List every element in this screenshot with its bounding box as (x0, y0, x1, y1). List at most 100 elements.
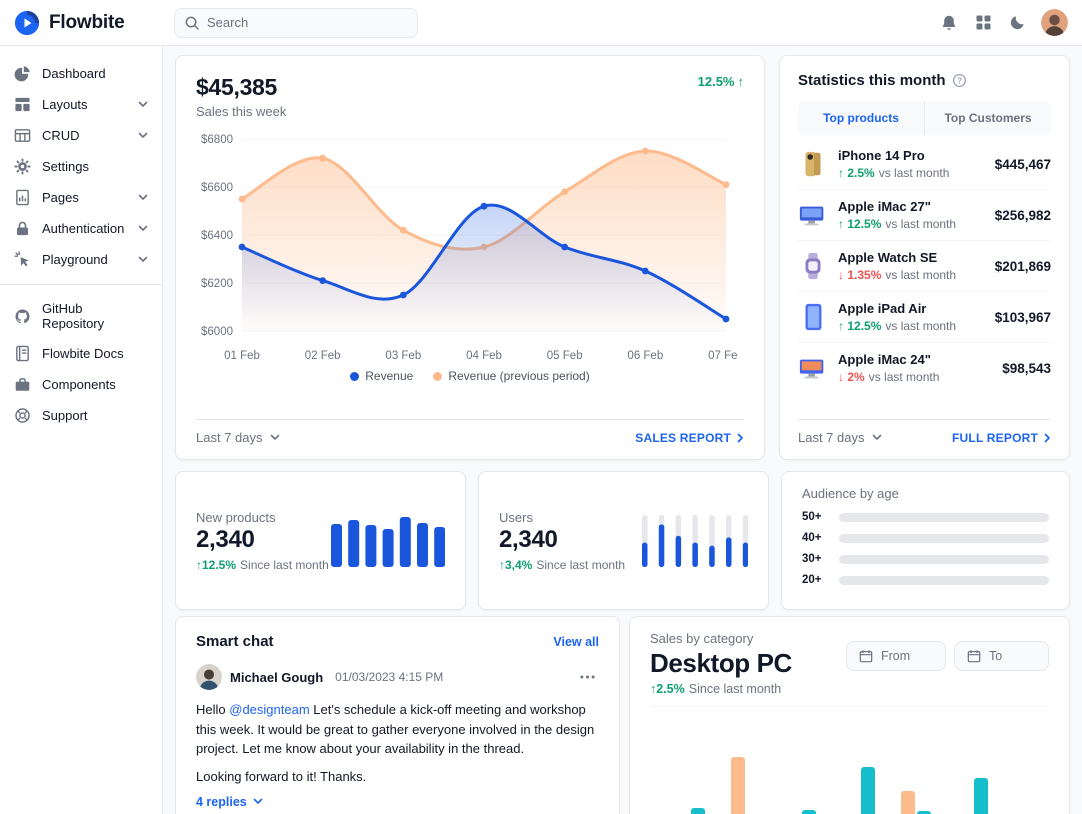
replies-toggle[interactable]: 4 replies (196, 795, 263, 809)
flowbite-logo-icon (14, 10, 40, 36)
date-range-dropdown[interactable]: Last 7 days (798, 430, 882, 445)
bell-icon (940, 14, 958, 32)
sidebar-item-support[interactable]: Support (0, 400, 162, 431)
navbar-actions (938, 9, 1068, 36)
category-value: Desktop PC (650, 648, 792, 678)
date-range-inputs: From To (846, 641, 1049, 671)
sidebar-item-settings[interactable]: Settings (0, 151, 162, 182)
audience-row: 40+ (802, 532, 1049, 544)
book-icon (14, 345, 31, 362)
message-menu-button[interactable] (576, 671, 599, 683)
chart-legend: Revenue Revenue (previous period) (196, 369, 744, 383)
svg-text:03 Feb: 03 Feb (385, 350, 421, 362)
product-image (798, 251, 828, 281)
statistics-tabs: Top products Top Customers (798, 101, 1051, 135)
help-icon[interactable]: ? (952, 73, 967, 88)
category-bar (861, 767, 875, 814)
search-input[interactable] (174, 7, 418, 38)
sidebar-item-dashboard[interactable]: Dashboard (0, 58, 162, 89)
kpi-label: New products (196, 509, 276, 525)
legend-item[interactable]: Revenue (previous period) (433, 369, 590, 383)
sales-week-card: $45,385 Sales this week 12.5% ↑ $6800 $660… (175, 55, 765, 460)
product-change: ↓ 1.35% (838, 268, 882, 282)
product-amount: $103,967 (994, 309, 1051, 325)
chevron-down-icon (138, 225, 148, 232)
apps-button[interactable] (973, 12, 994, 33)
new-products-chart (330, 515, 445, 567)
briefcase-icon (14, 376, 31, 393)
user-avatar[interactable] (1041, 9, 1068, 36)
audience-by-age-card: Audience by age 50+ 40+ 30+ 20+ (781, 471, 1070, 610)
cursor-click-icon (14, 251, 31, 268)
sidebar-item-layouts[interactable]: Layouts (0, 89, 162, 120)
chevron-right-icon (1044, 433, 1051, 443)
legend-item[interactable]: Revenue (350, 369, 413, 383)
legend-dot (433, 371, 443, 381)
kpi-change: ↑12.5% (196, 557, 237, 572)
sales-report-link[interactable]: SALES REPORT (635, 431, 744, 445)
sales-by-category-card: Sales by category Desktop PC ↑2.5% Since … (629, 616, 1070, 814)
kpi-value: 2,340 (499, 525, 558, 553)
product-change: ↓ 2% (838, 370, 865, 384)
audience-row: 30+ (802, 553, 1049, 565)
github-icon (14, 308, 31, 325)
brand-name: Flowbite (49, 11, 125, 33)
category-bar (974, 778, 988, 814)
arrow-up-icon: ↑ (737, 74, 745, 89)
product-row: Apple iMac 27" ↑ 12.5% vs last month $256… (798, 190, 1051, 241)
date-range-dropdown[interactable]: Last 7 days (196, 430, 280, 445)
category-bar (802, 810, 816, 814)
calendar-icon (967, 649, 981, 663)
chevron-down-icon (138, 132, 148, 139)
progress-track (839, 512, 1049, 522)
sidebar-item-components[interactable]: Components (0, 369, 162, 400)
product-row: Apple iPad Air ↑ 12.5% vs last month $103… (798, 292, 1051, 343)
sidebar-item-flowbite-docs[interactable]: Flowbite Docs (0, 338, 162, 369)
divider (650, 706, 1049, 707)
sidebar-item-playground[interactable]: Playground (0, 244, 162, 275)
sidebar-item-pages[interactable]: Pages (0, 182, 162, 213)
svg-text:06 Feb: 06 Feb (627, 350, 663, 362)
new-products-card: New products 2,340 ↑12.5% Since last mont… (175, 471, 466, 610)
notifications-button[interactable] (938, 12, 960, 34)
mention-link[interactable]: @designteam (229, 702, 310, 717)
product-image (798, 353, 828, 383)
chevron-down-icon (138, 194, 148, 201)
svg-text:$6600: $6600 (201, 182, 233, 194)
svg-text:?: ? (957, 76, 962, 85)
date-from-input[interactable]: From (846, 641, 946, 671)
progress-track (839, 575, 1049, 585)
brand-logo[interactable]: Flowbite (14, 10, 164, 36)
product-amount: $445,467 (994, 156, 1051, 172)
calendar-icon (859, 649, 873, 663)
kpi-value: 2,340 (196, 525, 255, 553)
tab-top-products[interactable]: Top products (798, 101, 924, 135)
audience-row: 20+ (802, 574, 1049, 586)
svg-text:$6800: $6800 (201, 134, 233, 146)
statistics-card: Statistics this month ? Top products Top… (779, 55, 1070, 460)
sidebar-divider (0, 284, 162, 285)
main-content: $45,385 Sales this week 12.5% ↑ $6800 $660… (163, 46, 1082, 814)
dark-mode-toggle[interactable] (1007, 12, 1028, 33)
message-body: Hello @designteam Let's schedule a kick-… (196, 702, 595, 756)
sidebar-item-github-repository[interactable]: GitHub Repository (0, 294, 162, 338)
table-icon (14, 127, 31, 144)
product-change: ↑ 12.5% (838, 217, 882, 231)
chevron-right-icon (737, 433, 744, 443)
svg-text:04 Feb: 04 Feb (466, 350, 502, 362)
smart-chat-card: Smart chat View all Michael Gough 01/03/… (175, 616, 620, 814)
sidebar-item-authentication[interactable]: Authentication (0, 213, 162, 244)
date-to-input[interactable]: To (954, 641, 1049, 671)
tab-top-customers[interactable]: Top Customers (924, 101, 1051, 135)
svg-text:$6200: $6200 (201, 278, 233, 290)
sidebar-item-crud[interactable]: CRUD (0, 120, 162, 151)
product-row: iPhone 14 Pro ↑ 2.5% vs last month $445,4… (798, 139, 1051, 190)
chat-title: Smart chat (196, 633, 274, 650)
view-all-link[interactable]: View all (553, 634, 599, 649)
full-report-link[interactable]: FULL REPORT (952, 431, 1051, 445)
gear-icon (14, 158, 31, 175)
progress-track (839, 533, 1049, 543)
category-bar (731, 757, 745, 814)
legend-dot (350, 371, 360, 381)
product-image (798, 149, 828, 179)
